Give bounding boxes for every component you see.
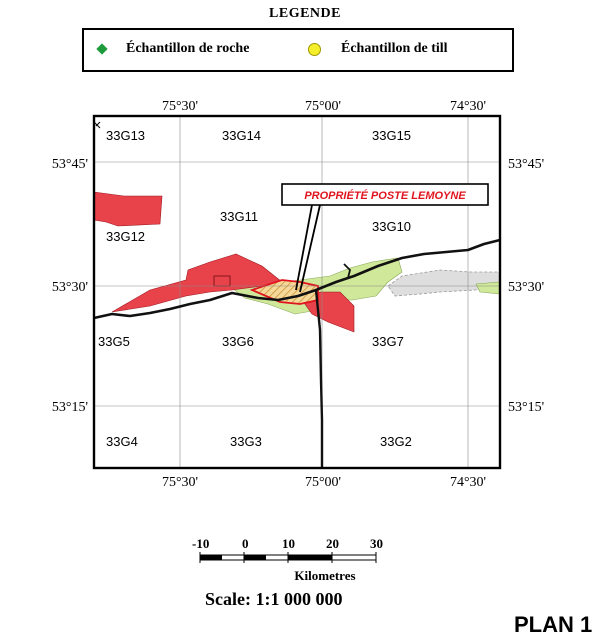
scale-bar — [199, 552, 377, 563]
red-zone-central — [111, 253, 283, 313]
legend-item-rock: Échantillon de roche — [96, 41, 250, 57]
map-frame — [92, 114, 502, 470]
latitude-label-right-3: 53°15' — [508, 400, 544, 415]
latitude-label-right-1: 53°45' — [508, 157, 544, 172]
sheet-label-33g4: 33G4 — [106, 434, 138, 449]
latitude-label-left-2: 53°30' — [52, 280, 88, 295]
latitude-label-right-2: 53°30' — [508, 280, 544, 295]
longitude-label-top-1: 75°30' — [162, 99, 198, 114]
longitude-label-bottom-2: 75°00' — [305, 475, 341, 490]
scale-unit-label: Kilometres — [294, 568, 356, 583]
property-callout-lines — [295, 204, 321, 293]
red-zone-west — [93, 191, 163, 227]
legend-label-rock: Échantillon de roche — [126, 41, 250, 56]
sheet-label-33g2: 33G2 — [380, 434, 412, 449]
sheet-label-33g6: 33G6 — [222, 334, 254, 349]
plan-label: PLAN 1 — [514, 612, 593, 637]
scale-ratio-label: Scale: 1:1 000 000 — [205, 589, 343, 609]
longitude-label-top-3: 74°30' — [450, 99, 486, 114]
legend-item-till: Échantillon de till — [308, 41, 448, 57]
green-zone-east — [475, 281, 501, 295]
geology-map: PROPRIÉTÉ POSTE LEMOYNE 75°30' 75°00' 74… — [52, 99, 544, 563]
road-south — [314, 289, 324, 468]
sheet-label-33g15: 33G15 — [372, 128, 411, 143]
scale-tick-20: 20 — [326, 536, 339, 551]
legend-label-till: Échantillon de till — [341, 41, 448, 56]
sheet-label-33g13: 33G13 — [106, 128, 145, 143]
latitude-label-left-3: 53°15' — [52, 400, 88, 415]
legend-box: Échantillon de roche Échantillon de till — [82, 28, 514, 72]
latitude-label-left-1: 53°45' — [52, 157, 88, 172]
legend-title: LEGENDE — [269, 6, 341, 21]
road-branch — [343, 263, 351, 279]
scale-tick-minus10: -10 — [192, 536, 210, 551]
sheet-label-33g11: 33G11 — [220, 209, 258, 224]
longitude-label-bottom-1: 75°30' — [162, 475, 198, 490]
longitude-label-top-2: 75°00' — [305, 99, 341, 114]
sheet-label-33g7: 33G7 — [372, 334, 404, 349]
sheet-label-33g12: 33G12 — [106, 229, 145, 244]
property-label: PROPRIÉTÉ POSTE LEMOYNE — [304, 189, 466, 202]
property-label-box — [281, 183, 489, 206]
longitude-label-bottom-3: 74°30' — [450, 475, 486, 490]
sheet-label-33g14: 33G14 — [222, 128, 261, 143]
sheet-label-33g3: 33G3 — [230, 434, 262, 449]
sheet-label-33g10: 33G10 — [372, 219, 411, 234]
corner-mark — [93, 121, 101, 129]
scale-tick-30: 30 — [370, 536, 383, 551]
road-line — [93, 238, 501, 320]
scale-tick-0: 0 — [242, 536, 249, 551]
yellow-circle-icon — [308, 42, 321, 56]
scale-tick-10: 10 — [282, 536, 295, 551]
sheet-label-33g5: 33G5 — [98, 334, 130, 349]
